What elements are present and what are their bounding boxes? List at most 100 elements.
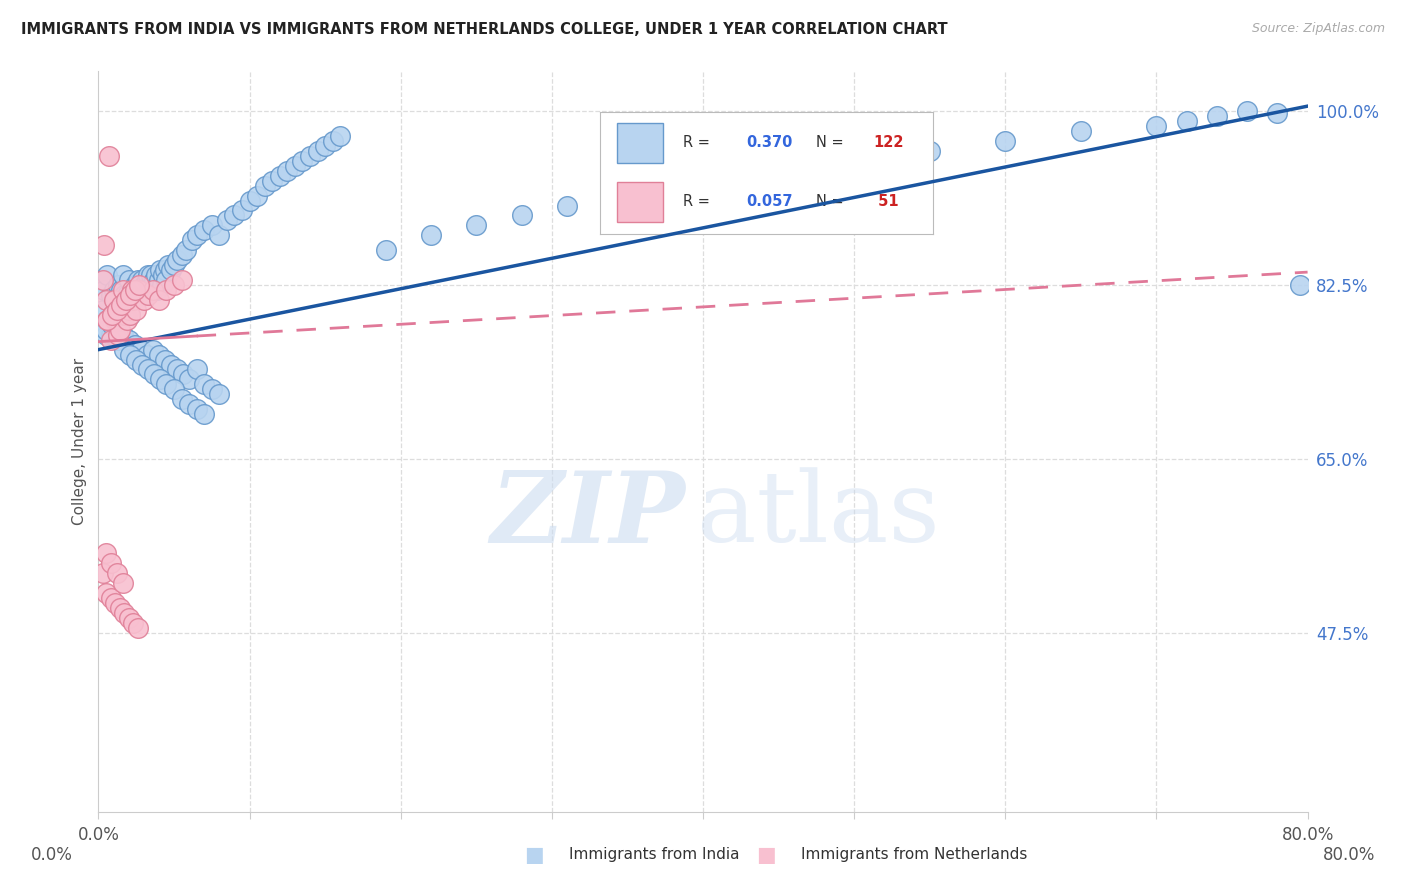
Point xyxy=(112,308,135,322)
Point xyxy=(155,273,177,287)
Point xyxy=(322,134,344,148)
Point xyxy=(118,273,141,287)
Point xyxy=(110,283,132,297)
Point xyxy=(135,273,157,287)
Point xyxy=(121,283,143,297)
Point xyxy=(844,153,866,168)
Text: 80.0%: 80.0% xyxy=(1323,846,1375,863)
Point xyxy=(128,283,150,297)
Point xyxy=(1070,124,1092,138)
Point xyxy=(103,293,125,307)
Point xyxy=(143,368,166,382)
Point xyxy=(91,566,114,581)
Point xyxy=(299,149,322,163)
Point xyxy=(253,178,276,193)
Point xyxy=(201,219,224,233)
Point xyxy=(135,348,157,362)
Point xyxy=(129,283,152,297)
Point xyxy=(114,293,136,307)
Point xyxy=(314,139,336,153)
Point xyxy=(465,219,488,233)
Point xyxy=(155,377,177,392)
Point xyxy=(160,358,183,372)
Point xyxy=(131,358,153,372)
Point xyxy=(98,313,121,327)
Point xyxy=(139,278,162,293)
Point xyxy=(125,283,148,297)
Text: Immigrants from India: Immigrants from India xyxy=(569,847,740,862)
Point xyxy=(111,283,134,297)
Point xyxy=(179,372,201,386)
Point xyxy=(118,302,141,317)
Point xyxy=(104,293,127,307)
Point xyxy=(134,288,156,302)
Point xyxy=(208,387,231,401)
Point xyxy=(91,302,114,317)
Point xyxy=(1144,119,1167,133)
Point xyxy=(94,323,117,337)
Point xyxy=(329,128,352,143)
Point xyxy=(100,288,122,302)
Point xyxy=(112,343,135,357)
Point xyxy=(128,288,150,302)
Point xyxy=(118,611,141,625)
Point xyxy=(118,333,141,347)
Text: ■: ■ xyxy=(756,845,776,864)
Y-axis label: College, Under 1 year: College, Under 1 year xyxy=(72,358,87,525)
Point xyxy=(193,223,215,237)
Point xyxy=(100,591,122,605)
Point xyxy=(231,203,253,218)
Point xyxy=(163,258,186,272)
Point xyxy=(94,293,117,307)
Point xyxy=(163,278,186,293)
Point xyxy=(93,283,115,297)
Point xyxy=(115,313,138,327)
Point xyxy=(166,253,188,268)
Point xyxy=(155,283,177,297)
Point xyxy=(122,615,145,630)
Point xyxy=(105,566,128,581)
Point xyxy=(142,283,165,297)
Point xyxy=(93,238,115,252)
Point xyxy=(136,362,159,376)
Point xyxy=(104,313,127,327)
Point xyxy=(1206,109,1229,123)
Point xyxy=(108,308,131,322)
Point xyxy=(186,402,208,417)
Point xyxy=(129,343,152,357)
Point xyxy=(110,302,132,317)
Point xyxy=(224,209,246,223)
Text: ■: ■ xyxy=(524,845,544,864)
Point xyxy=(91,273,114,287)
Text: IMMIGRANTS FROM INDIA VS IMMIGRANTS FROM NETHERLANDS COLLEGE, UNDER 1 YEAR CORRE: IMMIGRANTS FROM INDIA VS IMMIGRANTS FROM… xyxy=(21,22,948,37)
Point xyxy=(96,268,118,282)
Point xyxy=(510,209,533,223)
Point xyxy=(172,368,194,382)
Point xyxy=(120,308,142,322)
Point xyxy=(110,298,132,312)
Point xyxy=(141,268,163,282)
Point xyxy=(100,556,122,570)
Point xyxy=(142,343,165,357)
Point xyxy=(269,169,291,183)
Text: Source: ZipAtlas.com: Source: ZipAtlas.com xyxy=(1251,22,1385,36)
Point xyxy=(120,348,142,362)
Point xyxy=(111,268,134,282)
Point xyxy=(105,313,128,327)
Point xyxy=(201,383,224,397)
Point xyxy=(215,213,238,227)
Point xyxy=(148,348,170,362)
Point xyxy=(101,308,124,322)
Point xyxy=(132,278,155,293)
Point xyxy=(136,288,159,302)
Point xyxy=(127,273,149,287)
Point xyxy=(152,268,174,282)
Point xyxy=(153,263,176,277)
Point xyxy=(170,273,193,287)
Point xyxy=(918,144,941,158)
Point xyxy=(307,144,329,158)
Point xyxy=(100,333,122,347)
Point xyxy=(145,268,167,282)
Point xyxy=(122,293,145,307)
Point xyxy=(239,194,262,208)
